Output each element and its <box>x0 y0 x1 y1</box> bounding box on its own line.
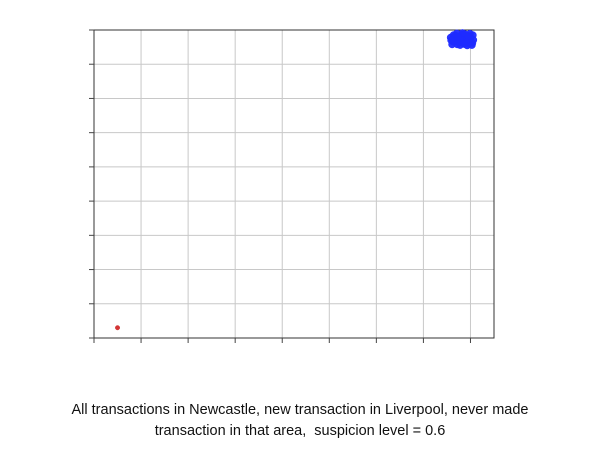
newcastle-point <box>454 33 463 42</box>
newcastle-point <box>460 40 469 48</box>
chart-svg <box>89 29 495 343</box>
grid-layer <box>93 29 494 339</box>
newcastle-point <box>468 41 476 49</box>
scatter-chart <box>89 29 495 343</box>
figure-caption: All transactions in Newcastle, new trans… <box>0 400 600 442</box>
plot-frame <box>93 29 495 339</box>
tick-layer <box>89 29 471 343</box>
caption-line-2: transaction in that area, suspicion leve… <box>154 423 446 439</box>
newcastle-point <box>464 31 472 40</box>
points-layer <box>115 29 478 331</box>
newcastle-point <box>447 36 456 45</box>
plot-border <box>93 29 495 339</box>
caption-line-1: All transactions in Newcastle, new trans… <box>71 402 529 418</box>
liverpool-point <box>115 325 120 331</box>
